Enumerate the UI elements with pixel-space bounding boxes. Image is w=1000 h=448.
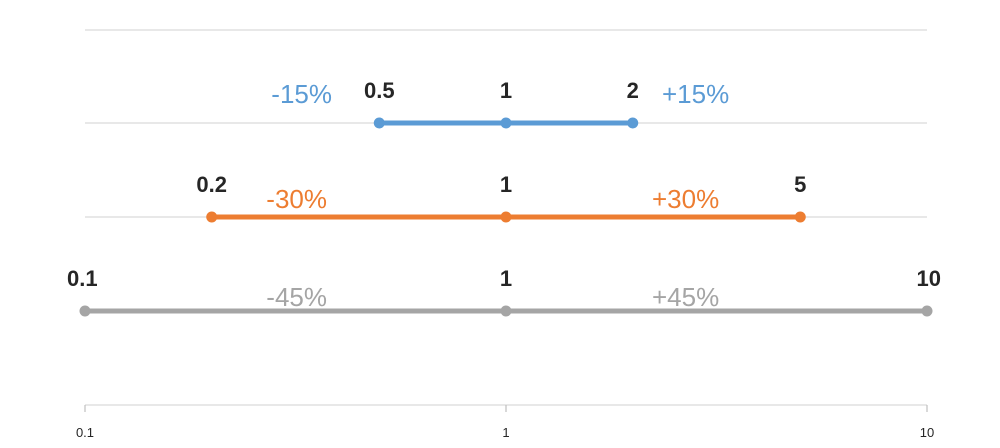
data-point xyxy=(206,211,218,223)
data-point xyxy=(627,117,639,129)
value-label: 0.1 xyxy=(67,266,98,291)
value-label: 1 xyxy=(500,78,512,103)
percent-label-right: +45% xyxy=(652,282,719,312)
data-point xyxy=(500,305,512,317)
value-label: 2 xyxy=(627,78,639,103)
data-point xyxy=(373,117,385,129)
value-label: 5 xyxy=(794,172,806,197)
percent-label-left: -30% xyxy=(266,184,327,214)
data-point xyxy=(79,305,91,317)
percent-label-right: +30% xyxy=(652,184,719,214)
x-tick-label: 10 xyxy=(920,425,934,440)
data-point xyxy=(921,305,933,317)
data-point xyxy=(500,117,512,129)
value-label: 0.5 xyxy=(364,78,395,103)
value-label: 1 xyxy=(500,266,512,291)
x-tick-label: 0.1 xyxy=(76,425,94,440)
percent-label-left: -15% xyxy=(271,79,332,109)
series-1: 0.5 1 2 -15% +15% xyxy=(271,78,729,129)
x-tick-label: 1 xyxy=(502,425,509,440)
percent-label-left: -45% xyxy=(266,282,327,312)
series-2: 0.2 1 5 -30% +30% xyxy=(196,172,806,223)
series-group: 0.5 1 2 -15% +15% 0.2 1 5 -30% +30% 0.1 1 10 -45% +45% xyxy=(67,78,941,317)
series-3: 0.1 1 10 -45% +45% xyxy=(67,266,941,317)
value-label: 1 xyxy=(500,172,512,197)
data-point xyxy=(500,211,512,223)
value-label: 0.2 xyxy=(196,172,227,197)
x-axis: 0.1 1 10 xyxy=(76,405,934,440)
value-label: 10 xyxy=(917,266,941,291)
percent-label-right: +15% xyxy=(662,79,729,109)
data-point xyxy=(794,211,806,223)
